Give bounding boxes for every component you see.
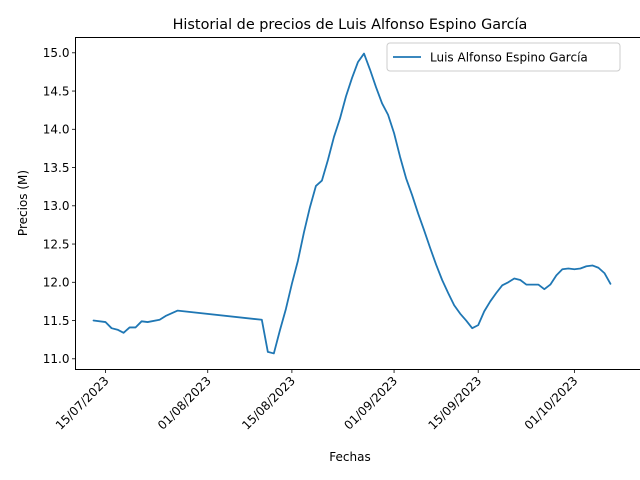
y-tick-label: 14.0 — [43, 123, 70, 137]
series-line — [92, 52, 612, 355]
y-tick-label: 13.5 — [43, 161, 70, 175]
y-tick-label: 12.0 — [43, 276, 70, 290]
series-layer — [92, 52, 612, 355]
y-tick-label: 14.5 — [43, 84, 70, 98]
y-tick-label: 13.0 — [43, 199, 70, 213]
legend-label: Luis Alfonso Espino García — [430, 51, 588, 65]
legend-box — [386, 42, 621, 72]
chart-title: Historial de precios de Luis Alfonso Esp… — [173, 17, 528, 33]
y-axis-label: Precios (M) — [16, 170, 30, 236]
y-tick-label: 15.0 — [43, 46, 70, 60]
y-axis: 11.0 11.5 12.0 12.5 13.0 13.5 14.0 14.5 15.0 — [43, 46, 76, 366]
y-tick-label: 11.5 — [43, 314, 70, 328]
plot-frame — [75, 37, 640, 370]
y-tick-label: 11.0 — [43, 352, 70, 366]
y-tick-label: 12.5 — [43, 237, 70, 251]
x-axis-label: Fechas — [329, 450, 370, 464]
legend: Luis Alfonso Espino García — [386, 42, 621, 72]
